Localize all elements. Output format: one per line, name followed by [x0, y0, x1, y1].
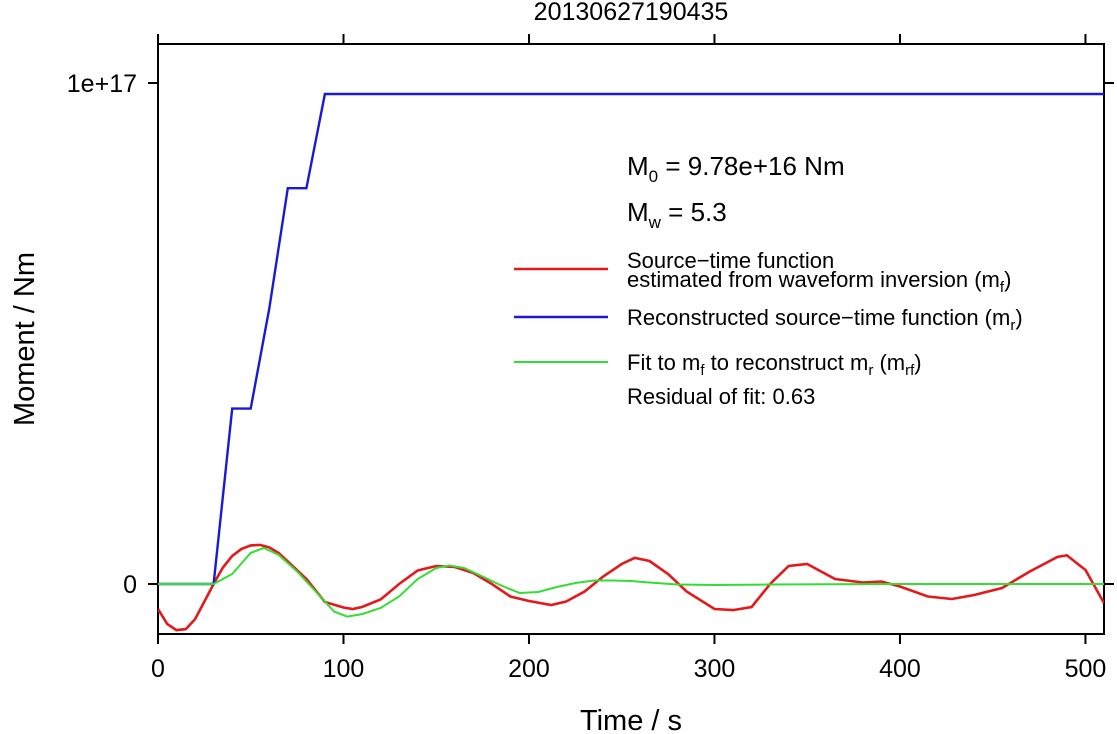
x-tick-label: 300 — [694, 655, 736, 683]
legend-label-mr: Reconstructed source−time function (mr) — [627, 305, 1023, 334]
mw-annotation: Mw = 5.3 — [627, 197, 727, 232]
series-line-mrf — [158, 546, 1104, 618]
axis-tick-labels: 0 100 200 300 400 500 0 1e+17 — [67, 70, 1107, 683]
y-tick-label: 1e+17 — [67, 70, 137, 98]
axis-ticks — [148, 34, 1114, 644]
legend: Source−time function estimated from wave… — [514, 248, 1023, 409]
series-group — [158, 92, 1104, 632]
y-tick-label: 0 — [123, 571, 137, 599]
plot-frame — [157, 43, 1105, 635]
series-line-mf — [158, 543, 1104, 632]
legend-label-mf-line1: Source−time function — [627, 248, 834, 273]
x-tick-label: 500 — [1065, 655, 1107, 683]
residual-annotation: Residual of fit: 0.63 — [627, 384, 815, 409]
x-axis-label: Time / s — [580, 705, 682, 734]
x-tick-label: 400 — [879, 655, 921, 683]
chart-title: 20130627190435 — [534, 0, 729, 26]
x-tick-label: 200 — [508, 655, 550, 683]
legend-label-mrf: Fit to mf to reconstruct mr (mrf) — [627, 350, 922, 379]
x-tick-label: 0 — [151, 655, 165, 683]
series-line-mr — [158, 92, 1104, 586]
m0-annotation: M0 = 9.78e+16 Nm — [627, 151, 845, 186]
y-axis-label: Moment / Nm — [9, 252, 41, 426]
legend-label-mf-line2: estimated from waveform inversion (mf) — [627, 267, 1011, 296]
x-tick-label: 100 — [323, 655, 365, 683]
